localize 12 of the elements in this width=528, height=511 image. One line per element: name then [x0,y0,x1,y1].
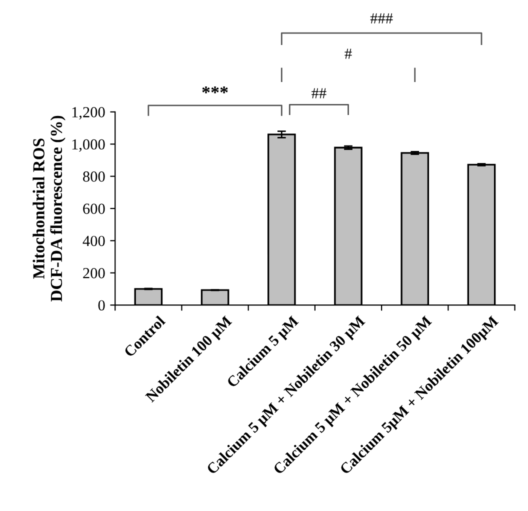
y-tick-label: 1,200 [72,107,105,120]
text: ## [312,88,326,98]
text: *** [202,86,228,94]
y-tick-label: 200 [83,268,105,278]
y-tick-label: 400 [82,236,105,246]
text: # [344,48,352,59]
y-tick-label: 600 [83,204,105,214]
y-axis-title: Mitochondrial ROS DCF-DA fluorescence (%) [32,116,66,302]
y-tick-label: 0 [98,300,105,311]
y-tick-label: 800 [83,171,105,182]
y-tick-label: 1,000 [72,139,105,152]
text: ### [370,13,393,24]
